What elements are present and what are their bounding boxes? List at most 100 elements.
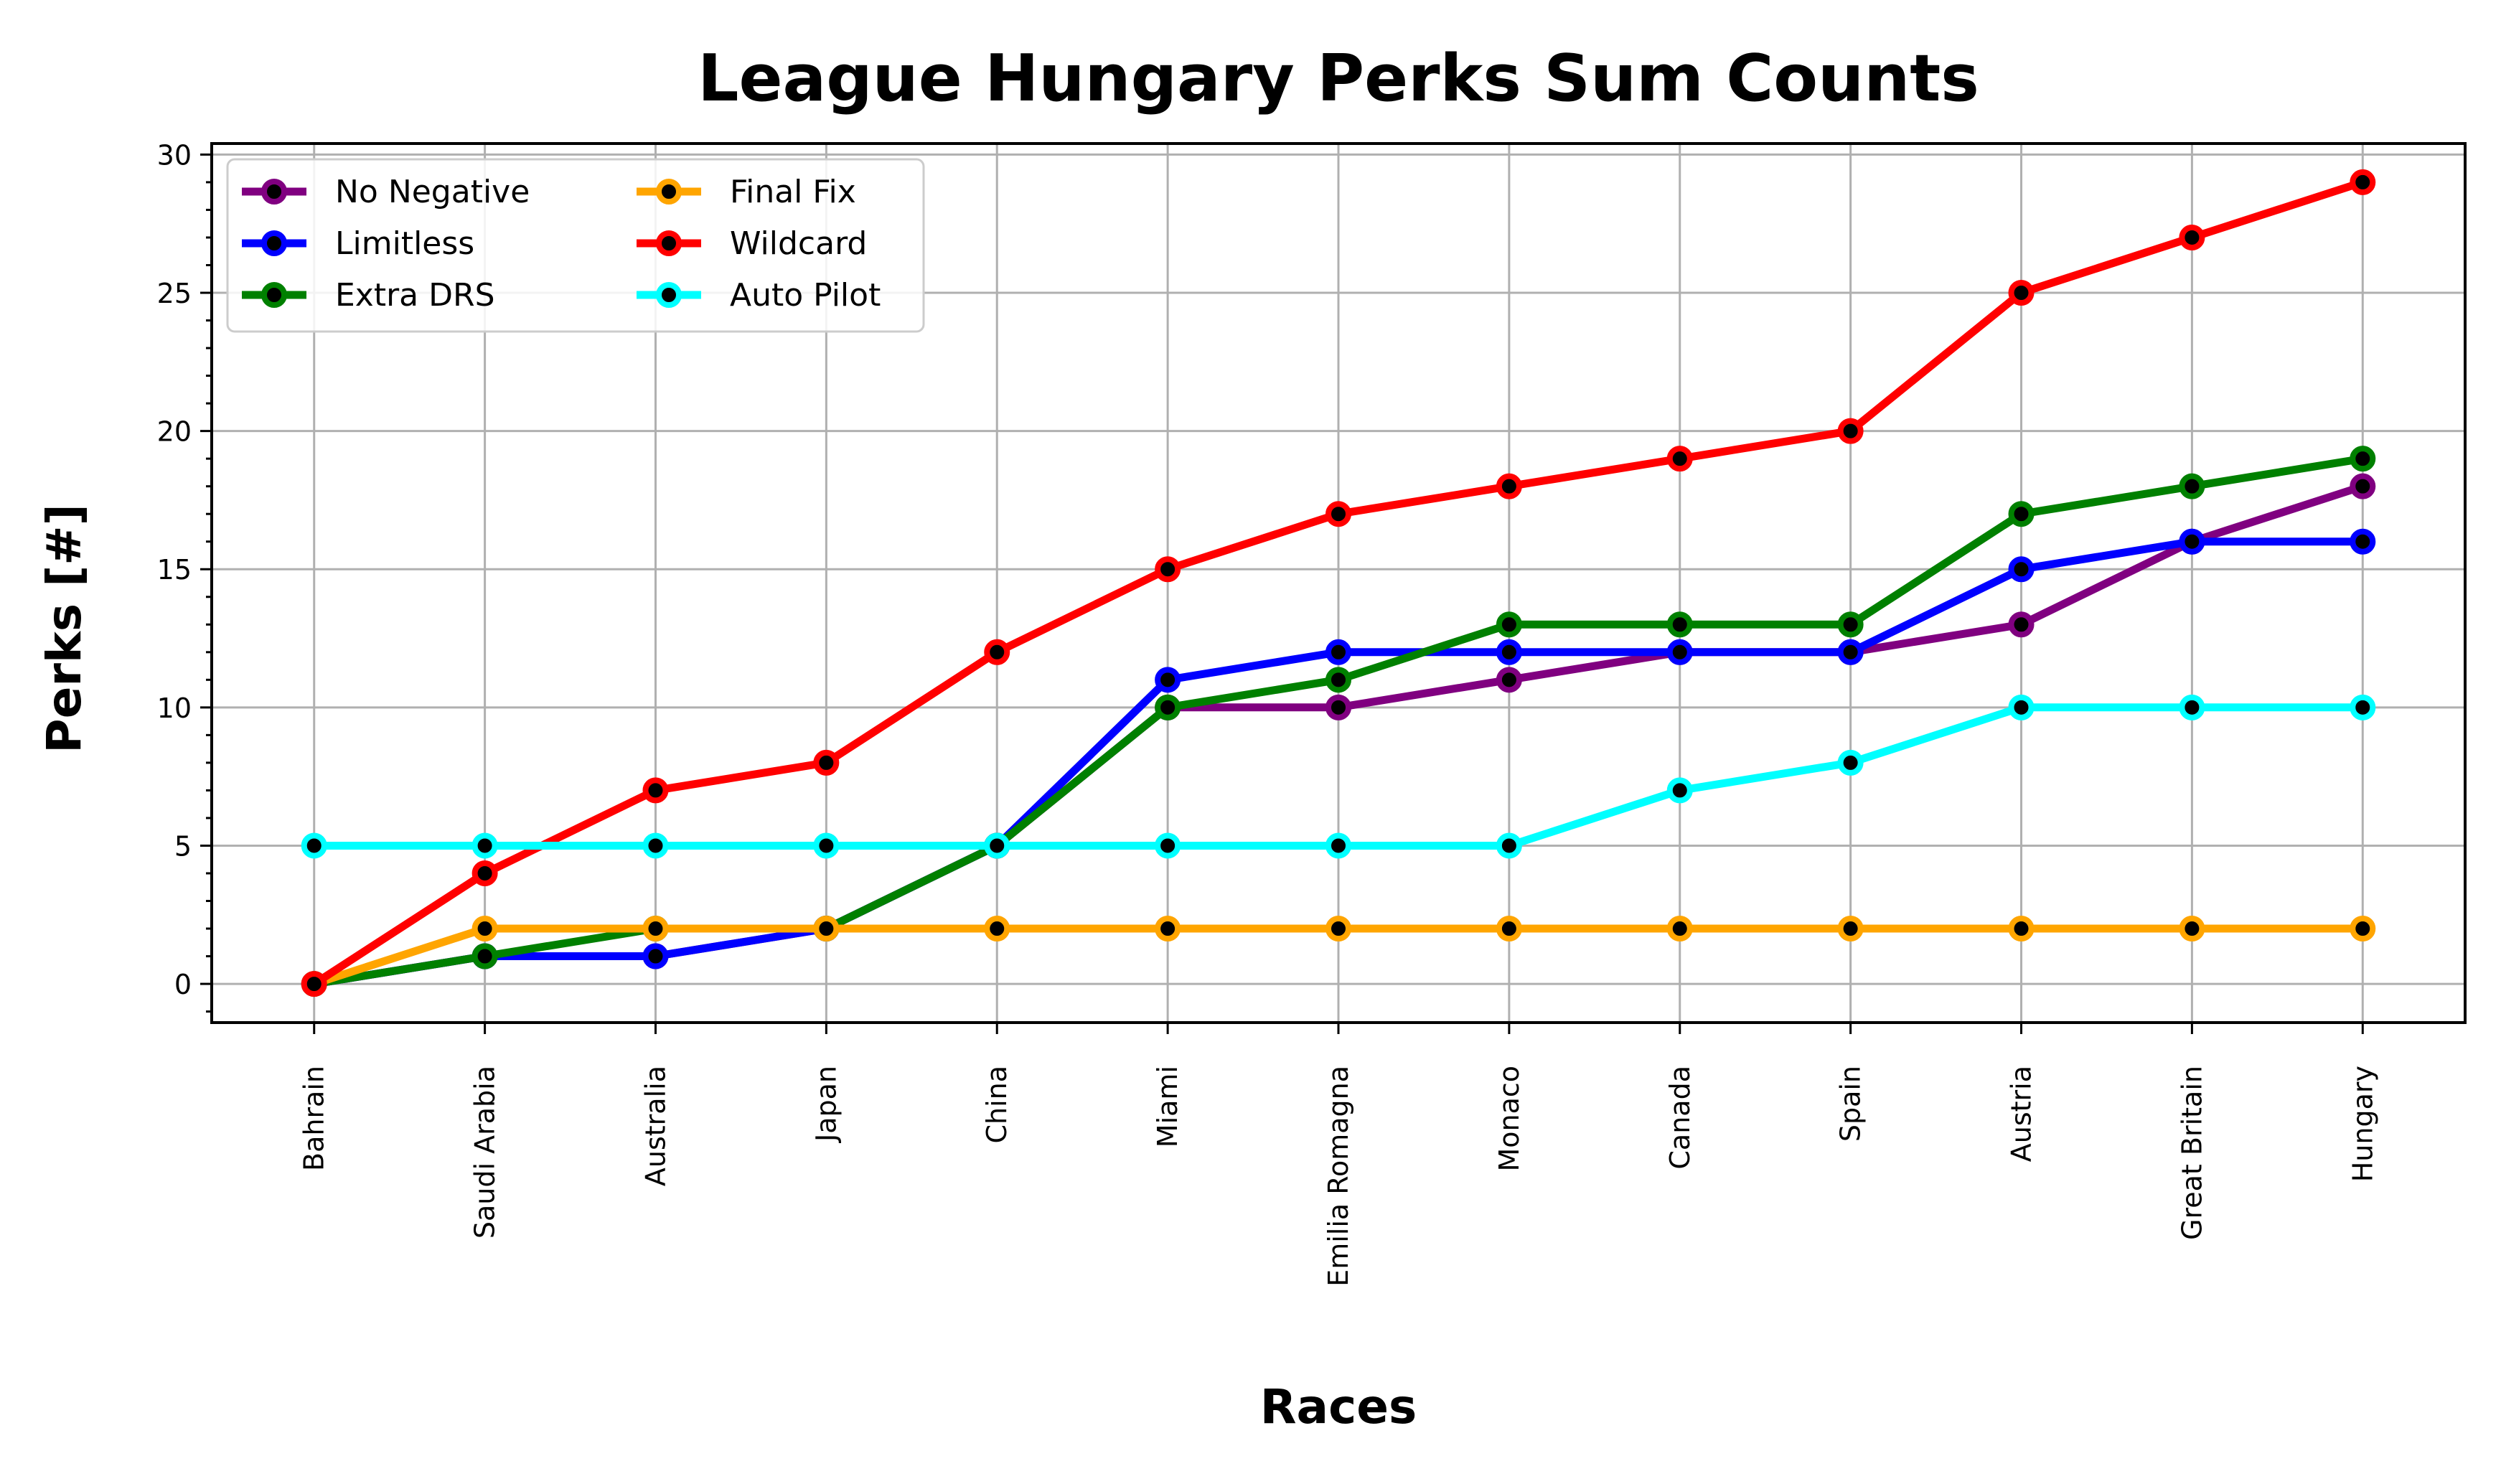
x-tick-label: Emilia Romagna	[1323, 1066, 1354, 1287]
data-point	[2008, 501, 2035, 527]
data-point	[1325, 667, 1351, 693]
data-point	[1325, 694, 1351, 720]
legend-label: Wildcard	[730, 225, 867, 262]
data-point	[1155, 832, 1181, 859]
data-point	[301, 971, 327, 997]
series-layer	[301, 169, 2376, 997]
data-point	[642, 916, 669, 942]
data-point	[301, 832, 327, 859]
data-point	[1325, 832, 1351, 859]
legend-swatch-marker	[656, 230, 682, 256]
data-point	[1666, 611, 1693, 638]
y-tick-label: 25	[157, 278, 192, 309]
x-tick-label: China	[981, 1066, 1013, 1144]
legend-swatch-marker	[261, 179, 287, 205]
x-tick-label: Saudi Arabia	[469, 1066, 501, 1239]
y-tick-label: 15	[157, 554, 192, 586]
legend: No Negative Limitless Extra DRS Final Fix Wi…	[226, 158, 925, 333]
data-point	[471, 832, 498, 859]
data-point	[1325, 916, 1351, 942]
data-point	[1666, 639, 1693, 665]
data-point	[471, 860, 498, 886]
data-point	[1155, 916, 1181, 942]
data-point	[1496, 832, 1522, 859]
legend-swatch-marker	[261, 230, 287, 256]
data-point	[1837, 639, 1864, 665]
x-tick-label: Hungary	[2347, 1066, 2378, 1182]
y-tick-label: 20	[157, 416, 192, 448]
data-point	[1155, 556, 1181, 583]
data-point	[2350, 446, 2376, 472]
data-point	[2179, 473, 2205, 499]
y-tick-label: 30	[157, 139, 192, 171]
data-point	[2350, 916, 2376, 942]
data-point	[2008, 916, 2035, 942]
data-point	[2350, 473, 2376, 499]
data-point	[642, 832, 669, 859]
x-tick-label: Monaco	[1493, 1066, 1525, 1172]
x-tick-label: Canada	[1664, 1066, 1696, 1170]
data-point	[471, 916, 498, 942]
data-point	[2179, 694, 2205, 720]
x-tick-label: Bahrain	[299, 1066, 330, 1171]
data-point	[642, 777, 669, 804]
legend-label: Extra DRS	[335, 277, 495, 314]
data-point	[2350, 528, 2376, 555]
data-point	[1666, 777, 1693, 804]
data-point	[1496, 667, 1522, 693]
data-point	[1155, 667, 1181, 693]
x-axis-label: Races	[1260, 1379, 1417, 1434]
data-point	[2350, 169, 2376, 195]
x-tick-label: Austria	[2006, 1066, 2037, 1162]
data-point	[1325, 639, 1351, 665]
y-tick-label: 10	[157, 692, 192, 724]
data-point	[2008, 694, 2035, 720]
y-tick-label: 0	[174, 969, 192, 1000]
data-point	[2350, 694, 2376, 720]
data-point	[1496, 639, 1522, 665]
data-point	[1496, 916, 1522, 942]
data-point	[1496, 611, 1522, 638]
data-point	[984, 832, 1010, 859]
data-point	[2179, 224, 2205, 250]
data-point	[2008, 611, 2035, 638]
data-point	[642, 943, 669, 969]
data-point	[1837, 749, 1864, 776]
x-tick-label: Great Britain	[2176, 1066, 2207, 1240]
x-tick-label: Japan	[810, 1066, 842, 1143]
data-point	[2008, 280, 2035, 306]
data-point	[1666, 446, 1693, 472]
data-point	[813, 916, 840, 942]
legend-label: Limitless	[335, 225, 474, 262]
data-point	[813, 832, 840, 859]
legend-label: Auto Pilot	[730, 277, 881, 314]
axes-layer: 0 5 10 15 20 25 30 Bahrain Saudi Arabia Australia…	[157, 139, 2467, 1287]
legend-label: No Negative	[335, 174, 530, 210]
legend-swatch-marker	[261, 282, 287, 308]
data-point	[1837, 418, 1864, 444]
x-tick-label: Australia	[639, 1066, 671, 1186]
data-point	[2008, 556, 2035, 583]
data-point	[813, 749, 840, 776]
data-point	[1325, 501, 1351, 527]
legend-swatch-marker	[656, 179, 682, 205]
data-point	[984, 639, 1010, 665]
data-point	[1155, 694, 1181, 720]
legend-box	[226, 158, 925, 333]
data-point	[984, 916, 1010, 942]
x-tick-label: Miami	[1152, 1066, 1183, 1147]
chart-title: League Hungary Perks Sum Counts	[698, 41, 1979, 116]
data-point	[471, 943, 498, 969]
legend-swatch-marker	[656, 282, 682, 308]
data-point	[1837, 916, 1864, 942]
y-axis-label: Perks [#]	[37, 504, 92, 753]
legend-label: Final Fix	[730, 174, 856, 210]
data-point	[2179, 528, 2205, 555]
data-point	[1496, 473, 1522, 499]
x-tick-label: Spain	[1835, 1066, 1867, 1142]
y-tick-label: 5	[174, 830, 192, 862]
data-point	[1837, 611, 1864, 638]
data-point	[1666, 916, 1693, 942]
